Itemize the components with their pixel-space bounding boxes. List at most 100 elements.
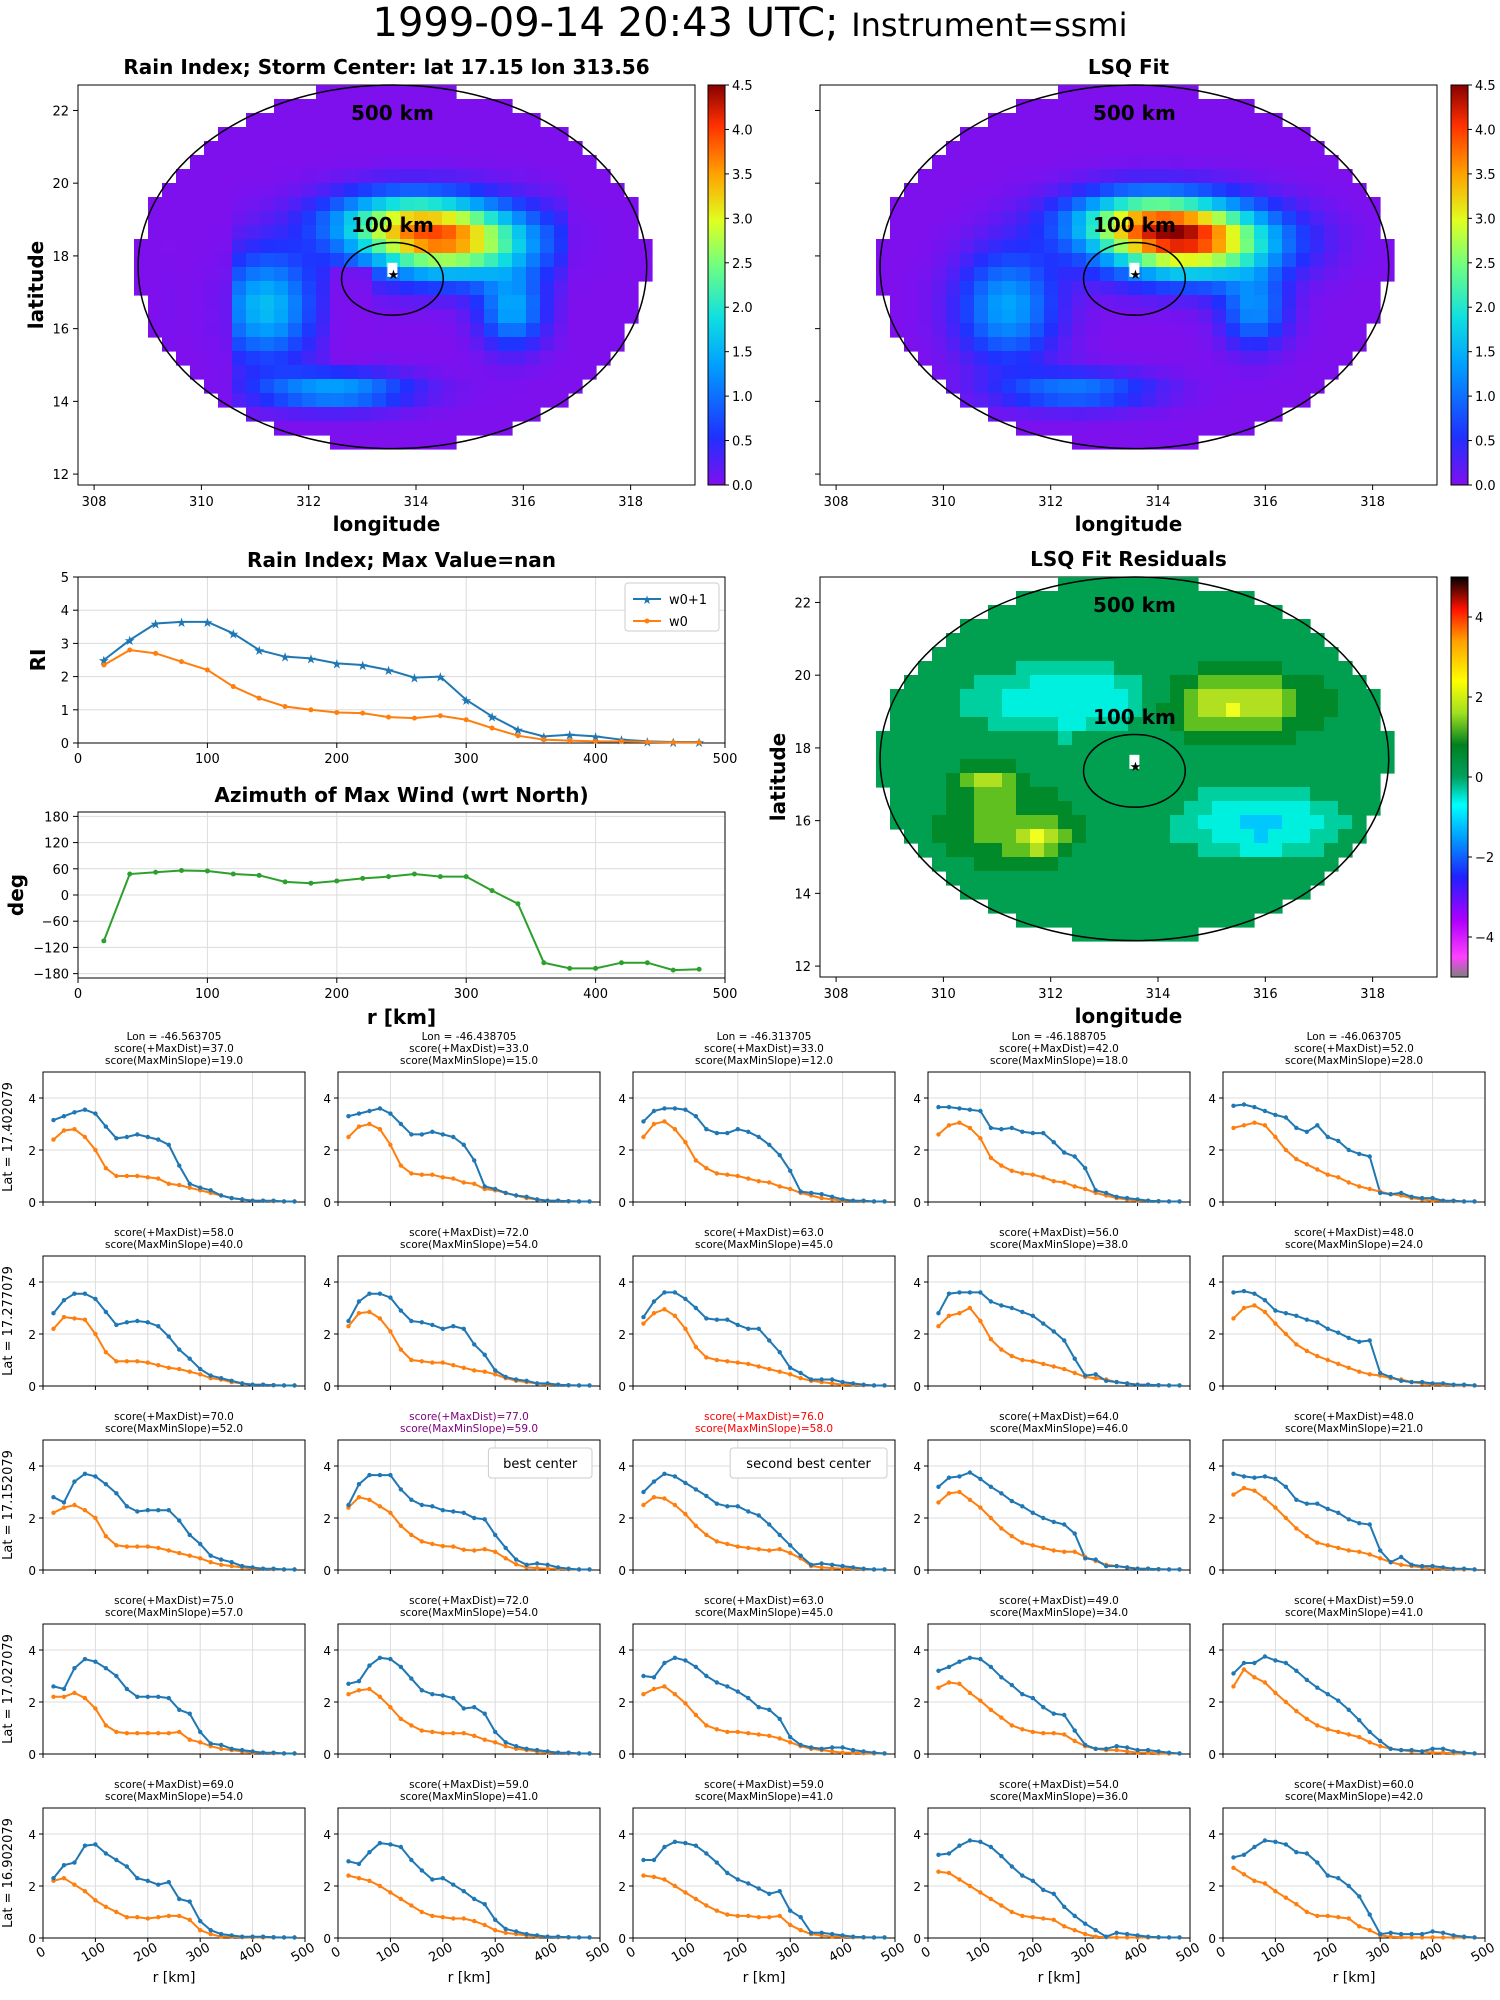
- map-cell: [1198, 365, 1213, 380]
- map-cell: [1086, 829, 1101, 844]
- x-tick-label: 100: [195, 752, 220, 767]
- colorbar-tick-label: 2: [1475, 691, 1483, 706]
- map-cell: [1142, 407, 1157, 422]
- series-point: [1241, 1123, 1247, 1128]
- series-point: [1072, 1356, 1077, 1361]
- map-cell: [1016, 169, 1031, 184]
- series-point: [1135, 1566, 1140, 1571]
- map-cell: [1198, 717, 1213, 732]
- series-point: [377, 1291, 383, 1296]
- map-cell: [1268, 815, 1283, 830]
- series-point: [398, 1523, 404, 1529]
- series-point: [545, 1562, 550, 1568]
- map-cell: [1128, 689, 1143, 704]
- map-cell: [946, 745, 961, 760]
- map-cell: [1254, 731, 1269, 746]
- map-cell: [190, 253, 205, 268]
- map-cell: [1016, 801, 1031, 816]
- map-cell: [1086, 225, 1101, 240]
- map-cell: [526, 239, 541, 254]
- series-point: [1262, 1474, 1268, 1479]
- series-point: [1346, 1548, 1351, 1553]
- series-point: [177, 1729, 182, 1735]
- map-cell: [1128, 801, 1143, 816]
- series-point: [882, 1935, 887, 1940]
- map-cell: [904, 183, 919, 198]
- map-cell: [1156, 899, 1171, 914]
- map-cell: [1016, 843, 1031, 858]
- series-point: [398, 1121, 404, 1127]
- map-cell: [918, 773, 933, 788]
- map-cell: [890, 787, 905, 802]
- map-cell: [1128, 211, 1143, 226]
- y-tick-label: 0: [913, 1196, 921, 1210]
- map-cell: [904, 323, 919, 338]
- series-point: [861, 1566, 866, 1571]
- y-tick-label: 2: [28, 1696, 36, 1710]
- series-point: [124, 1731, 130, 1736]
- y-tick-label: 4: [1208, 1644, 1216, 1658]
- series-point: [72, 1316, 77, 1321]
- map-cell: [1114, 309, 1129, 324]
- map-cell: [1086, 731, 1101, 746]
- map-cell: [1016, 773, 1031, 788]
- map-cell: [428, 127, 443, 142]
- map-cell: [1296, 197, 1311, 212]
- map-cell: [1338, 281, 1353, 296]
- series-point: ★: [202, 616, 214, 631]
- map-cell: [1128, 927, 1143, 942]
- colorbar-tick-label: −2: [1475, 851, 1494, 866]
- series-point: [409, 1723, 414, 1728]
- series-point: [1398, 1378, 1404, 1384]
- map-cell: [1268, 351, 1283, 366]
- map-cell: [960, 337, 975, 352]
- map-cell: [1128, 141, 1143, 156]
- series-point: [978, 1318, 983, 1324]
- map-cell: [1044, 829, 1059, 844]
- map-cell: [344, 379, 359, 394]
- map-cell: [960, 647, 975, 662]
- map-cell: [330, 197, 345, 212]
- series-point: [493, 1928, 498, 1933]
- series-point: [440, 1508, 445, 1513]
- series-point: [260, 1198, 266, 1203]
- series-point: [1062, 1904, 1067, 1910]
- axes-frame: [337, 1071, 601, 1203]
- map-cell: [1310, 323, 1325, 338]
- map-cell: [1282, 661, 1297, 676]
- map-cell: [918, 239, 933, 254]
- map-cell: [1296, 689, 1311, 704]
- series-point: [1315, 1123, 1320, 1128]
- map-cell: [484, 211, 499, 226]
- map-cell: [1016, 239, 1031, 254]
- map-cell: [1212, 703, 1227, 718]
- map-cell: [1282, 155, 1297, 170]
- map-cell: [1282, 773, 1297, 788]
- map-cell: [1338, 197, 1353, 212]
- series-point: [156, 1694, 161, 1700]
- map-cell: [1254, 253, 1269, 268]
- map-cell: [568, 141, 583, 156]
- map-cell: [1268, 633, 1283, 648]
- axes-frame: [42, 1071, 306, 1203]
- map-cell: [1240, 253, 1255, 268]
- map-cell: [1212, 661, 1227, 676]
- map-cell: [1100, 337, 1115, 352]
- series-point: [1041, 1515, 1046, 1521]
- series-point: [756, 1134, 761, 1140]
- x-tick-label: 300: [454, 752, 479, 767]
- series-point: [440, 1175, 445, 1180]
- map-cell: [414, 211, 429, 226]
- profile-panel-r3-c4: 024score(MaxMinSlope)=41.0score(+MaxDist…: [1208, 1595, 1486, 1762]
- panel-score-slope: score(MaxMinSlope)=58.0: [695, 1423, 833, 1435]
- map-cell: [960, 365, 975, 380]
- series-point: [103, 1851, 109, 1856]
- panel-score-maxdist: score(+MaxDist)=52.0: [1294, 1043, 1414, 1055]
- colorbar-tick-label: 1.0: [1475, 390, 1496, 405]
- map-cell: [260, 169, 275, 184]
- map-cells: [876, 85, 1395, 450]
- series-point: [229, 1560, 234, 1565]
- map-cell: [1366, 211, 1381, 226]
- series-point: [451, 1509, 456, 1514]
- map-cell: [316, 379, 331, 394]
